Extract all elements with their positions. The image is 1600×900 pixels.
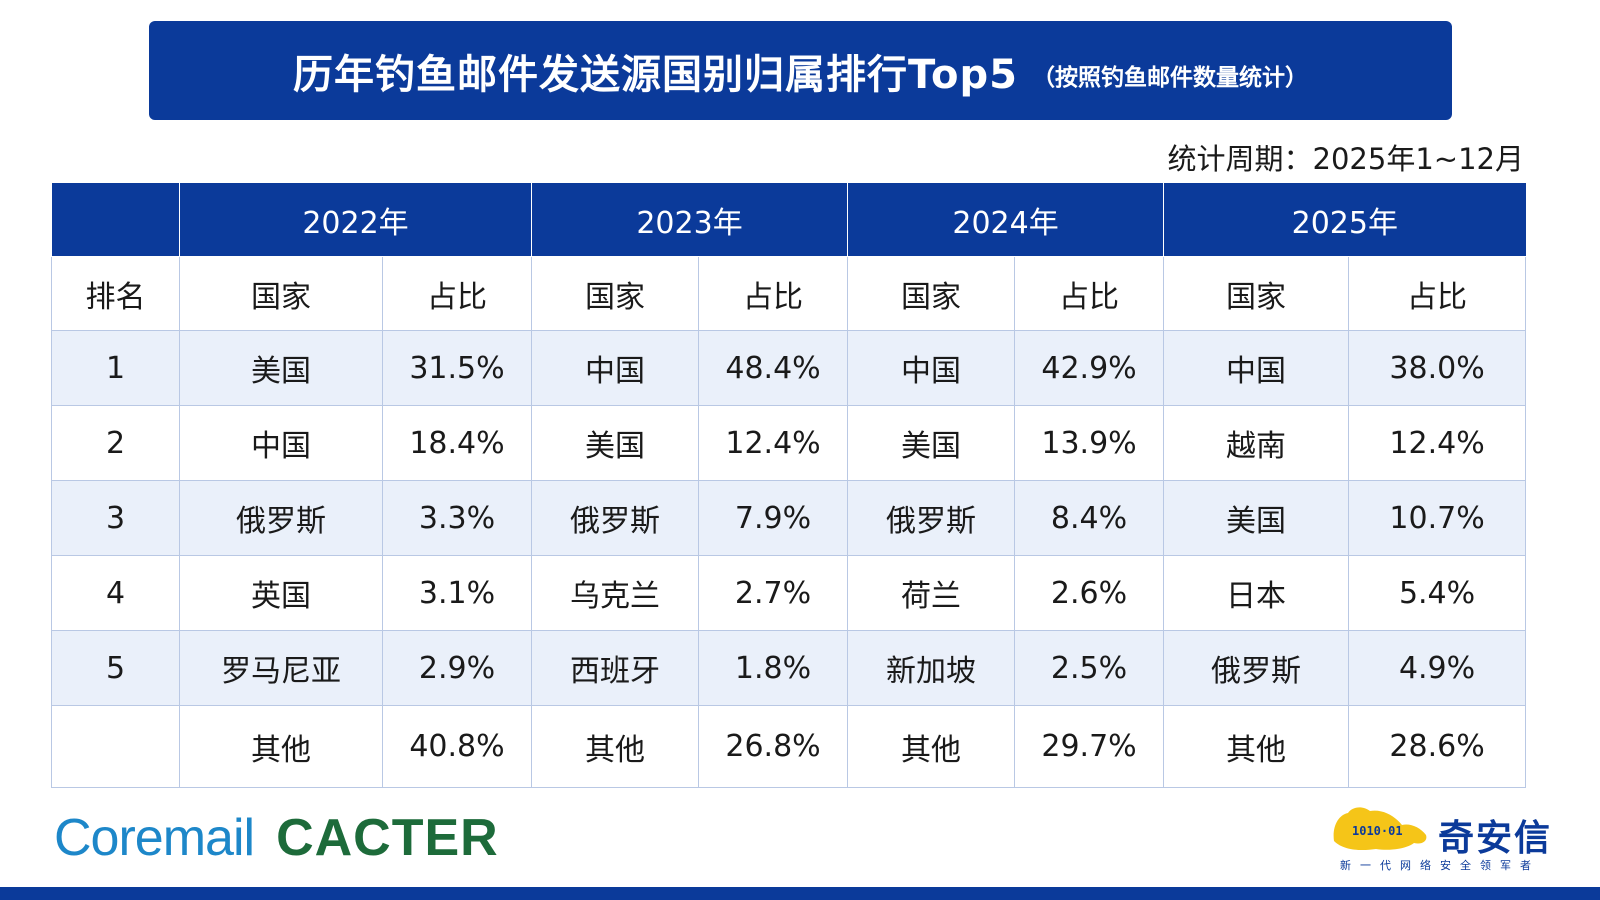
year-header-2024: 2024年 <box>847 183 1165 257</box>
country-cell: 俄罗斯 <box>179 480 383 556</box>
country-cell: 西班牙 <box>531 630 700 706</box>
share-cell: 10.7% <box>1348 480 1527 556</box>
year-header-blank <box>51 183 180 257</box>
share-header: 占比 <box>1348 256 1527 331</box>
ranking-table: 2022年 2023年 2024年 2025年 排名 国家 占比 国家 占比 国… <box>51 183 1527 788</box>
share-cell: 12.4% <box>698 405 849 481</box>
share-header: 占比 <box>381 256 533 331</box>
country-header: 国家 <box>1163 256 1350 331</box>
share-cell: 12.4% <box>1348 405 1527 481</box>
share-cell: 29.7% <box>1014 705 1165 788</box>
rank-cell: 5 <box>51 630 180 706</box>
rank-header: 排名 <box>51 256 180 331</box>
country-cell: 日本 <box>1163 555 1350 631</box>
statistics-period: 统计周期：2025年1~12月 <box>1167 142 1524 176</box>
country-cell: 美国 <box>1163 480 1350 556</box>
qianxin-logo: 1010·01 奇安信 新一代网络安全领军者 <box>1330 805 1560 875</box>
share-cell: 1.8% <box>698 630 849 706</box>
share-cell: 5.4% <box>1348 555 1527 631</box>
table-row-other: 其他 40.8% 其他 26.8% 其他 29.7% 其他 28.6% <box>51 705 1527 788</box>
country-cell: 美国 <box>847 405 1016 481</box>
share-header: 占比 <box>1014 256 1165 331</box>
share-cell: 4.9% <box>1348 630 1527 706</box>
table-row: 1 美国 31.5% 中国 48.4% 中国 42.9% 中国 38.0% <box>51 330 1527 406</box>
country-cell: 其他 <box>847 705 1016 788</box>
country-cell: 英国 <box>179 555 383 631</box>
share-cell: 3.1% <box>381 555 533 631</box>
country-cell: 俄罗斯 <box>1163 630 1350 706</box>
table-row: 5 罗马尼亚 2.9% 西班牙 1.8% 新加坡 2.5% 俄罗斯 4.9% <box>51 630 1527 706</box>
share-cell: 2.5% <box>1014 630 1165 706</box>
country-cell: 新加坡 <box>847 630 1016 706</box>
page-subtitle: （按照钓鱼邮件数量统计） <box>1031 64 1308 91</box>
table-row: 2 中国 18.4% 美国 12.4% 美国 13.9% 越南 12.4% <box>51 405 1527 481</box>
country-cell: 其他 <box>1163 705 1350 788</box>
country-cell: 中国 <box>847 330 1016 406</box>
cacter-wordmark: CACTER <box>276 809 499 867</box>
country-cell: 美国 <box>179 330 383 406</box>
qianxin-slogan: 新一代网络安全领军者 <box>1340 859 1540 872</box>
coremail-cacter-logo: Coremail CACTER <box>54 808 499 868</box>
country-cell: 乌克兰 <box>531 555 700 631</box>
share-cell: 7.9% <box>698 480 849 556</box>
share-cell: 18.4% <box>381 405 533 481</box>
rank-cell: 2 <box>51 405 180 481</box>
share-cell: 2.7% <box>698 555 849 631</box>
share-cell: 48.4% <box>698 330 849 406</box>
qianxin-name: 奇安信 <box>1438 818 1553 859</box>
rank-cell: 4 <box>51 555 180 631</box>
rank-cell <box>51 705 180 788</box>
share-cell: 2.9% <box>381 630 533 706</box>
country-cell: 中国 <box>179 405 383 481</box>
share-cell: 3.3% <box>381 480 533 556</box>
year-header-row: 2022年 2023年 2024年 2025年 <box>51 183 1526 257</box>
coremail-wordmark: Coremail <box>54 809 255 867</box>
country-cell: 其他 <box>531 705 700 788</box>
country-cell: 荷兰 <box>847 555 1016 631</box>
rank-cell: 3 <box>51 480 180 556</box>
share-cell: 26.8% <box>698 705 849 788</box>
share-cell: 8.4% <box>1014 480 1165 556</box>
table-row: 4 英国 3.1% 乌克兰 2.7% 荷兰 2.6% 日本 5.4% <box>51 555 1527 631</box>
share-cell: 13.9% <box>1014 405 1165 481</box>
page-title: 历年钓鱼邮件发送源国别归属排行Top5 <box>293 51 1018 98</box>
share-cell: 28.6% <box>1348 705 1527 788</box>
share-header: 占比 <box>698 256 849 331</box>
bottom-bar <box>0 887 1600 900</box>
country-cell: 俄罗斯 <box>847 480 1016 556</box>
country-header: 国家 <box>847 256 1016 331</box>
country-header: 国家 <box>531 256 700 331</box>
country-cell: 越南 <box>1163 405 1350 481</box>
rank-cell: 1 <box>51 330 180 406</box>
share-cell: 40.8% <box>381 705 533 788</box>
country-cell: 俄罗斯 <box>531 480 700 556</box>
country-cell: 其他 <box>179 705 383 788</box>
year-header-2023: 2023年 <box>531 183 849 257</box>
title-banner: 历年钓鱼邮件发送源国别归属排行Top5 （按照钓鱼邮件数量统计） <box>149 21 1452 120</box>
year-header-2025: 2025年 <box>1163 183 1526 257</box>
share-cell: 31.5% <box>381 330 533 406</box>
column-header-row: 排名 国家 占比 国家 占比 国家 占比 国家 占比 <box>51 256 1527 331</box>
country-cell: 中国 <box>1163 330 1350 406</box>
lion-icon: 1010·01 <box>1333 807 1427 851</box>
country-cell: 罗马尼亚 <box>179 630 383 706</box>
country-cell: 美国 <box>531 405 700 481</box>
country-header: 国家 <box>179 256 383 331</box>
year-header-2022: 2022年 <box>178 183 533 257</box>
share-cell: 38.0% <box>1348 330 1527 406</box>
share-cell: 2.6% <box>1014 555 1165 631</box>
country-cell: 中国 <box>531 330 700 406</box>
binary-mark: 1010·01 <box>1352 824 1403 838</box>
table-row: 3 俄罗斯 3.3% 俄罗斯 7.9% 俄罗斯 8.4% 美国 10.7% <box>51 480 1527 556</box>
share-cell: 42.9% <box>1014 330 1165 406</box>
